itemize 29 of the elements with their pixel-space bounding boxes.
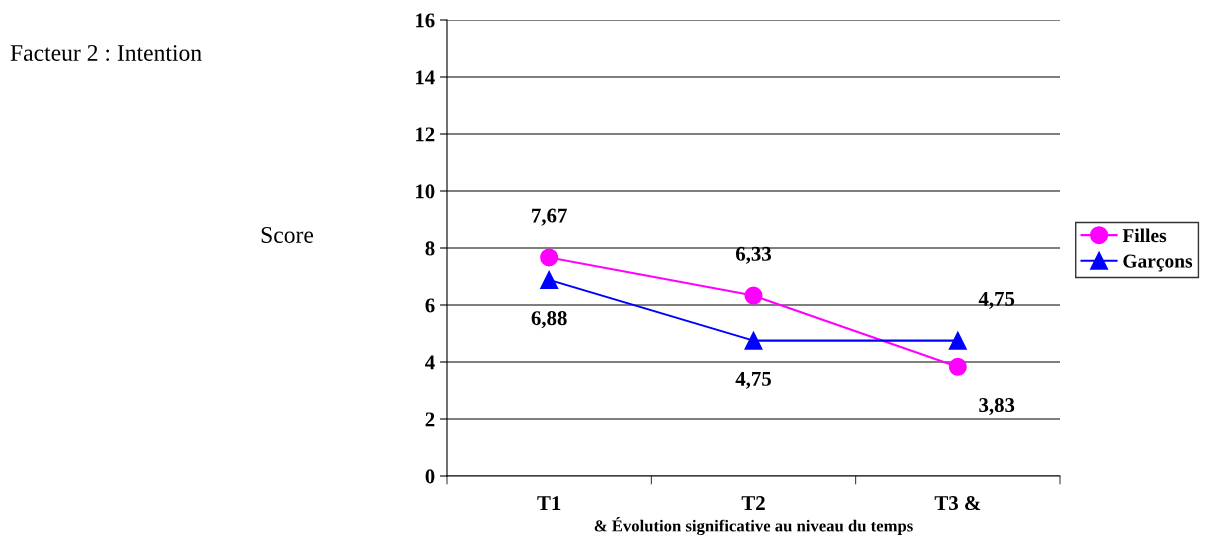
x-tick-label: T1: [537, 496, 561, 510]
y-tick-label: 10: [416, 184, 435, 199]
point: [540, 270, 559, 289]
point: [540, 248, 559, 267]
data-label: 4,75: [978, 291, 1015, 309]
data-label: 7,67: [532, 208, 567, 226]
x-tick-label: T3 &: [934, 496, 981, 511]
point: [948, 357, 967, 376]
legend-label: Garçons: [1123, 254, 1193, 272]
point: [744, 331, 763, 350]
data-label: 3,83: [979, 398, 1015, 416]
y-tick-label: 14: [416, 70, 435, 85]
y-tick-label: 0: [425, 469, 435, 484]
x-axis-title: & Évolution significative au niveau du temps: [594, 517, 913, 536]
y-tick-label: 6: [425, 298, 435, 313]
y-tick-label: 12: [416, 127, 435, 142]
y-axis-title: Score: [261, 227, 314, 243]
y-tick-label: 2: [425, 412, 435, 427]
point: [744, 286, 763, 305]
data-label: 6,88: [531, 311, 567, 329]
y-tick-label: 4: [425, 355, 435, 370]
data-label: 4,75: [735, 371, 771, 389]
data-label: 6,33: [735, 246, 772, 264]
point: [948, 331, 967, 350]
x-tick-label: T2: [741, 496, 765, 510]
y-tick-label: 16: [416, 13, 435, 28]
text: Facteur 2 : Intention: [10, 45, 202, 62]
legend-label: Filles: [1122, 228, 1167, 243]
y-tick-label: 8: [425, 241, 435, 256]
